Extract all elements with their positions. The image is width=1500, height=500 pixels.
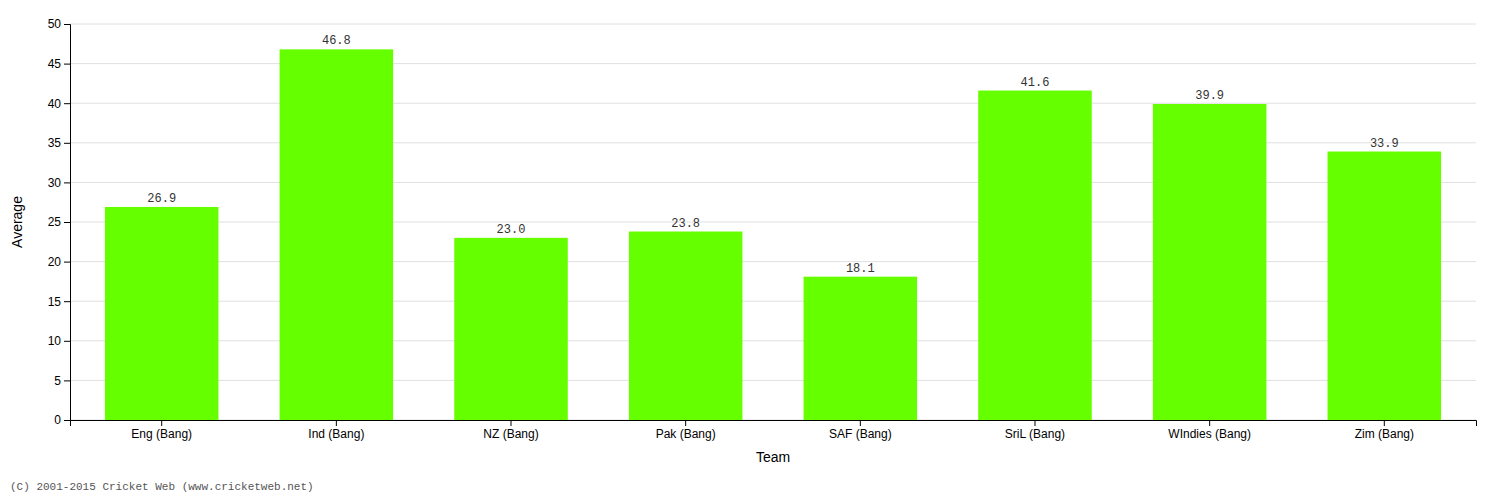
y-tick: 5 [54,374,70,388]
plot: Eng (Bang) Ind (Bang) NZ (Bang) Pak (Bang) S… [48,17,1477,440]
x-tick: NZ (Bang) [483,420,538,441]
x-tick-label: Pak (Bang) [656,427,716,441]
x-tick-mark [1384,420,1385,426]
x-tick-mark [1034,420,1035,426]
y-tick-label: 50 [48,17,62,31]
data-label: 23.0 [497,223,526,237]
y-tick-label: 0 [54,413,61,427]
y-tick: 10 [48,334,70,348]
x-axis-line [71,421,1477,427]
bars [105,49,1441,420]
x-tick-mark [685,420,686,426]
bar [280,49,394,420]
data-label: 33.9 [1370,137,1399,151]
x-tick-label: SriL (Bang) [1005,427,1065,441]
x-tick: WIndies (Bang) [1168,420,1251,441]
x-tick-label: WIndies (Bang) [1168,427,1251,441]
y-tick-label: 10 [48,334,62,348]
y-tick: 15 [48,295,70,309]
x-tick: Zim (Bang) [1355,420,1414,441]
y-tick-mark [64,103,70,104]
y-tick-label: 30 [48,176,62,190]
y-tick: 30 [48,176,70,190]
data-label: 41.6 [1021,76,1050,90]
y-tick-mark [64,222,70,223]
x-tick-mark [336,420,337,426]
y-tick-mark [64,301,70,302]
y-tick-label: 45 [48,57,62,71]
y-axis: 0 5 10 15 20 25 30 35 40 45 50 [48,17,71,427]
y-tick: 20 [48,255,70,269]
data-label: 39.9 [1195,89,1224,103]
y-tick-label: 40 [48,97,62,111]
x-tick-label: NZ (Bang) [483,427,538,441]
x-axis-title: Team [756,449,790,465]
data-label: 23.8 [671,217,700,231]
y-tick-label: 25 [48,215,62,229]
y-tick: 40 [48,97,70,111]
x-tick-mark [860,420,861,426]
y-tick: 35 [48,136,70,150]
x-tick-mark [1209,420,1210,426]
x-tick-label: Ind (Bang) [308,427,364,441]
y-tick-label: 5 [54,374,61,388]
x-tick: Ind (Bang) [308,420,364,441]
x-tick-label: SAF (Bang) [829,427,892,441]
bar [105,207,219,420]
chart: Eng (Bang) Ind (Bang) NZ (Bang) Pak (Bang) S… [0,0,1500,500]
bar [454,238,568,420]
x-tick-mark [511,420,512,426]
y-tick-label: 35 [48,136,62,150]
y-tick-mark [64,420,70,421]
footnote: (C) 2001-2015 Cricket Web (www.cricketwe… [10,481,314,493]
y-tick-mark [64,143,70,144]
x-tick-label: Eng (Bang) [131,427,192,441]
y-tick: 25 [48,215,70,229]
x-tick-label: Zim (Bang) [1355,427,1414,441]
y-tick-mark [64,182,70,183]
y-tick-mark [64,64,70,65]
y-axis-title: Average [9,196,25,248]
y-tick-mark [64,262,70,263]
y-tick-label: 15 [48,295,62,309]
data-labels: 26.9 46.8 23.0 23.8 18.1 41.6 39.9 33.9 [147,34,1398,275]
bar [978,91,1092,420]
y-tick: 0 [54,413,70,427]
grid-line [70,24,1476,25]
x-tick: Pak (Bang) [656,420,716,441]
data-label: 18.1 [846,262,875,276]
bar [1153,104,1267,420]
y-tick-mark [64,341,70,342]
data-label: 46.8 [322,34,351,48]
bar [1328,152,1442,420]
bar [804,277,918,420]
y-tick-mark [64,24,70,25]
y-tick-label: 20 [48,255,62,269]
grid [70,24,1476,420]
y-tick: 45 [48,57,70,71]
y-tick: 50 [48,17,70,31]
data-label: 26.9 [147,192,176,206]
x-tick-mark [161,420,162,426]
x-tick: SAF (Bang) [829,420,892,441]
x-tick: SriL (Bang) [1005,420,1065,441]
y-axis-line [64,25,71,421]
x-tick: Eng (Bang) [131,420,192,441]
y-tick-mark [64,380,70,381]
bar [629,232,743,420]
x-axis: Eng (Bang) Ind (Bang) NZ (Bang) Pak (Bang) S… [71,420,1477,441]
